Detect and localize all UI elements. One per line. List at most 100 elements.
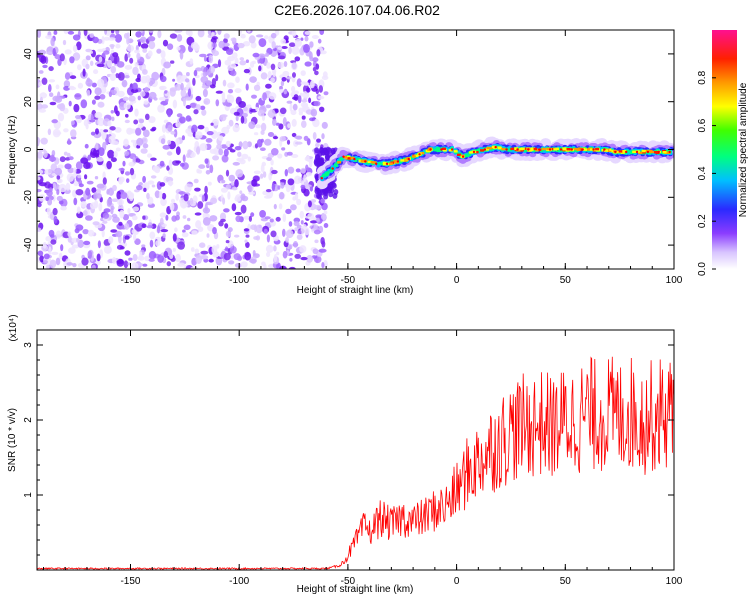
noise-blob xyxy=(197,30,205,38)
noise-blob xyxy=(134,158,141,163)
noise-blob xyxy=(280,181,285,189)
x-tick-label: 100 xyxy=(666,576,683,587)
noise-blob xyxy=(75,224,84,231)
noise-blob xyxy=(203,98,211,105)
colorbar-tick-label: 0.4 xyxy=(697,166,708,180)
noise-blob xyxy=(75,115,81,119)
snr-series-line xyxy=(37,356,674,570)
trace-peak xyxy=(546,147,551,151)
noise-blob xyxy=(296,198,302,206)
noise-blob xyxy=(243,228,250,232)
noise-blob xyxy=(265,104,271,109)
noise-blob xyxy=(185,30,191,36)
noise-blob xyxy=(299,210,305,219)
trace-blob xyxy=(333,163,337,167)
noise-blob xyxy=(226,94,232,99)
noise-blob xyxy=(155,240,161,247)
noise-blob xyxy=(85,63,90,70)
noise-blob xyxy=(300,37,304,41)
noise-blob xyxy=(238,101,247,108)
trace-peak xyxy=(420,152,425,155)
signal-point xyxy=(375,162,378,165)
noise-blob xyxy=(95,128,99,135)
signal-point xyxy=(505,148,508,151)
noise-blob xyxy=(75,189,84,196)
noise-blob xyxy=(102,220,108,224)
noise-blob xyxy=(37,202,42,208)
noise-blob xyxy=(76,206,81,214)
noise-blob xyxy=(38,194,46,202)
noise-blob xyxy=(120,192,128,199)
noise-blob xyxy=(47,128,52,136)
noise-blob xyxy=(230,70,237,77)
noise-blob xyxy=(87,250,93,259)
noise-blob xyxy=(55,257,61,266)
noise-blob xyxy=(108,91,112,98)
y-tick-label: 20 xyxy=(23,96,34,108)
trace-peak xyxy=(595,149,600,152)
noise-blob xyxy=(125,113,129,118)
noise-blob xyxy=(195,95,202,102)
noise-blob xyxy=(239,190,243,195)
noise-blob xyxy=(116,190,122,200)
noise-blob xyxy=(307,200,312,208)
noise-blob xyxy=(238,141,243,148)
trace-peak xyxy=(519,147,524,151)
noise-blob xyxy=(275,122,280,126)
noise-blob xyxy=(244,251,252,261)
x-tick-label: -100 xyxy=(229,275,249,286)
trace-peak xyxy=(618,150,623,153)
noise-blob xyxy=(175,160,181,164)
noise-blob xyxy=(285,208,292,215)
noise-blob xyxy=(190,247,195,252)
noise-blob xyxy=(43,150,48,158)
noise-blob xyxy=(255,224,263,234)
noise-blob xyxy=(232,124,240,133)
noise-blob xyxy=(40,104,49,109)
noise-blob xyxy=(225,140,231,147)
signal-point xyxy=(320,177,323,180)
noise-blob xyxy=(107,149,115,159)
noise-blob xyxy=(176,34,183,42)
noise-blob xyxy=(59,156,66,163)
noise-blob xyxy=(305,172,313,177)
noise-blob xyxy=(233,253,241,261)
noise-blob xyxy=(54,96,63,103)
noise-blob xyxy=(271,148,279,156)
noise-blob xyxy=(175,146,181,156)
noise-blob xyxy=(234,196,241,202)
noise-blob xyxy=(301,99,308,103)
noise-blob xyxy=(180,88,187,98)
noise-blob xyxy=(215,74,219,82)
noise-blob xyxy=(103,208,111,213)
noise-blob xyxy=(187,217,191,222)
noise-blob xyxy=(167,43,174,50)
trace-peak xyxy=(533,147,538,151)
noise-blob xyxy=(252,250,256,256)
noise-blob xyxy=(56,195,63,202)
signal-point xyxy=(342,155,345,158)
noise-blob xyxy=(255,34,264,38)
noise-blob xyxy=(212,118,219,126)
noise-blob xyxy=(132,82,138,91)
noise-blob xyxy=(294,38,302,47)
noise-blob xyxy=(140,91,146,97)
noise-blob xyxy=(115,147,121,152)
noise-blob xyxy=(211,245,218,255)
noise-blob xyxy=(181,232,189,238)
signal-point xyxy=(559,148,563,151)
noise-blob xyxy=(225,102,232,107)
noise-blob xyxy=(110,110,115,114)
signal-point xyxy=(494,145,497,149)
signal-point xyxy=(592,148,595,151)
noise-blob xyxy=(167,180,174,186)
noise-blob xyxy=(254,224,257,233)
spectrogram-xlabel: Height of straight line (km) xyxy=(297,285,414,296)
noise-blob xyxy=(222,79,227,87)
trace-peak xyxy=(514,147,519,150)
noise-blob xyxy=(163,61,172,69)
noise-blob xyxy=(187,183,194,187)
noise-blob xyxy=(162,233,166,239)
trace-peak xyxy=(592,148,597,151)
noise-blob xyxy=(294,135,302,139)
